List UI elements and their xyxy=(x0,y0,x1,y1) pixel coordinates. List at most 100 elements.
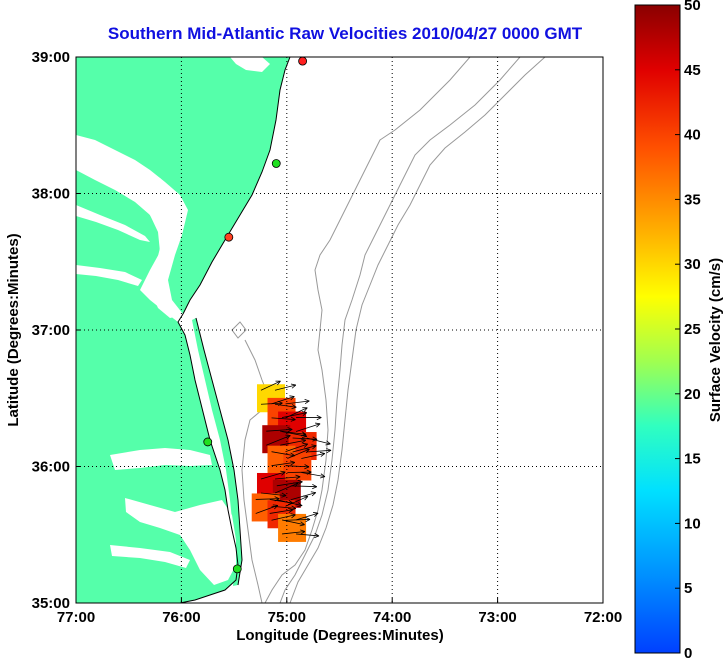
colorbar-tick-label: 35 xyxy=(684,191,701,208)
velocity-arrow xyxy=(274,384,296,391)
contour-outer xyxy=(289,57,546,603)
velocity-arrow xyxy=(295,512,319,521)
velocity-arrow xyxy=(269,499,293,504)
velocity-arrow xyxy=(306,437,331,445)
coastline-north xyxy=(182,57,291,315)
velocity-arrowhead xyxy=(287,429,293,433)
velocity-arrowhead xyxy=(288,509,294,513)
y-tick-label: 39:00 xyxy=(32,49,70,66)
velocity-arrowhead xyxy=(310,491,316,494)
velocity-arrowhead xyxy=(326,440,331,445)
x-tick-label: 74:00 xyxy=(373,609,411,626)
velocity-vectors xyxy=(255,380,332,539)
velocity-arrow xyxy=(260,492,287,497)
x-tick-label: 72:00 xyxy=(584,609,622,626)
velocity-arrowhead xyxy=(320,453,326,457)
contour-inner xyxy=(264,57,471,603)
velocity-arrow xyxy=(280,439,306,446)
velocity-arrowhead xyxy=(304,398,310,402)
y-axis-ticks: 39:00 38:00 37:00 36:00 35:00 xyxy=(32,49,81,612)
velocity-arrowhead xyxy=(315,422,321,425)
velocity-arrowhead xyxy=(326,449,332,454)
velocity-arrowhead xyxy=(290,396,295,401)
velocity-cells xyxy=(251,384,317,542)
y-tick-label: 38:00 xyxy=(32,186,70,203)
y-tick-label: 35:00 xyxy=(32,595,70,612)
velocity-arrowhead xyxy=(305,517,311,520)
velocity-arrowhead xyxy=(316,415,322,418)
velocity-arrowhead xyxy=(290,513,296,516)
velocity-arrowhead xyxy=(301,431,307,435)
velocity-arrowhead xyxy=(290,419,296,422)
velocity-arrowhead xyxy=(313,512,319,514)
pamlico-sound xyxy=(125,498,236,585)
velocity-arrowhead xyxy=(291,508,297,511)
colorbar-tick-label: 50 xyxy=(684,0,701,14)
velocity-arrow xyxy=(301,472,326,478)
station-north xyxy=(298,57,308,66)
velocity-arrow xyxy=(281,412,307,418)
velocity-arrow xyxy=(271,417,296,420)
colorbar-tick-label: 30 xyxy=(684,256,701,273)
velocity-arrowhead xyxy=(277,380,281,386)
x-axis-label: Longitude (Degrees:Minutes) xyxy=(236,627,444,644)
velocity-arrowhead xyxy=(300,438,306,441)
colorbar-label: Surface Velocity (cm/s) xyxy=(707,258,724,422)
velocity-arrow xyxy=(290,485,317,488)
velocity-arrow xyxy=(274,476,301,480)
velocity-arrowhead xyxy=(281,492,287,496)
velocity-arrowhead xyxy=(291,406,297,410)
velocity-arrow xyxy=(255,498,280,500)
velocity-arrowhead xyxy=(312,436,318,440)
velocity-arrowhead xyxy=(316,417,322,421)
velocity-arrowhead xyxy=(326,448,332,451)
velocity-arrowhead xyxy=(301,433,307,437)
velocity-arrowhead xyxy=(295,474,301,478)
velocity-arrowhead xyxy=(311,444,317,447)
velocity-arrowhead xyxy=(289,460,295,463)
velocity-arrow xyxy=(285,519,311,521)
velocity-arrowhead xyxy=(291,514,296,519)
velocity-arrowhead xyxy=(291,505,297,509)
velocity-arrowhead xyxy=(306,469,312,473)
stations xyxy=(203,57,308,574)
colorbar-tick-label: 5 xyxy=(684,580,692,597)
velocity-arrow xyxy=(285,465,310,468)
velocity-arrowhead xyxy=(299,524,305,527)
velocity-arrow xyxy=(260,380,281,391)
velocity-arrowhead xyxy=(304,466,310,470)
velocity-arrowhead xyxy=(314,533,320,537)
map-plot-area xyxy=(76,57,603,603)
velocity-arrowhead xyxy=(281,471,286,476)
x-tick-label: 76:00 xyxy=(162,609,200,626)
velocity-arrow xyxy=(285,400,310,405)
water-bodies xyxy=(76,57,270,585)
velocity-arrowhead xyxy=(297,505,303,508)
x-tick-label: 77:00 xyxy=(57,609,95,626)
velocity-arrow xyxy=(281,519,305,526)
grid-lines xyxy=(76,57,603,603)
river-1 xyxy=(76,205,150,242)
velocity-arrowhead xyxy=(290,416,296,420)
velocity-arrowhead xyxy=(300,531,306,535)
velocity-arrowhead xyxy=(303,407,308,412)
colorbar-tick-label: 20 xyxy=(684,386,701,403)
station-hatteras xyxy=(232,564,242,574)
velocity-arrow xyxy=(271,451,295,457)
velocity-arrowhead xyxy=(286,435,291,440)
station-delmarva xyxy=(271,159,281,168)
velocity-arrow xyxy=(296,533,320,537)
velocity-arrowhead xyxy=(287,427,293,430)
velocity-arrowhead xyxy=(301,439,307,444)
station-duck xyxy=(203,437,213,447)
velocity-arrowhead xyxy=(295,476,301,480)
velocity-arrowhead xyxy=(304,400,310,405)
bathymetry-contours xyxy=(231,57,546,603)
river-2 xyxy=(76,265,142,286)
river-3 xyxy=(110,545,190,568)
x-tick-label: 75:00 xyxy=(268,609,306,626)
albemarle-sound xyxy=(110,448,212,470)
velocity-arrow xyxy=(260,471,286,480)
velocity-arrowhead xyxy=(290,383,296,386)
